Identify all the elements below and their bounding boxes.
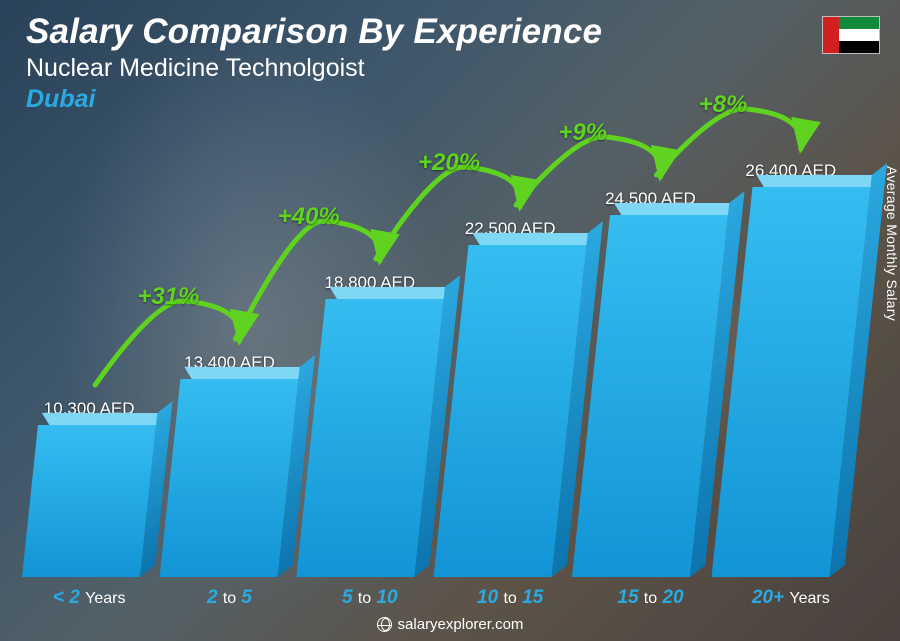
bar (160, 379, 299, 577)
bar (711, 187, 870, 577)
bar-category-label: 2 to 5 (207, 587, 252, 609)
bar (22, 425, 156, 577)
footer: salaryexplorer.com (0, 616, 900, 633)
flag-hoist-red (823, 17, 839, 53)
bar-chart: 10,300 AED< 2 Years13,400 AED2 to 518,80… (30, 140, 850, 577)
increase-percent-label: +8% (699, 91, 748, 119)
increase-percent-label: +9% (558, 119, 607, 147)
bar-category-label: < 2 Years (53, 587, 126, 609)
bar (434, 245, 587, 577)
bar (296, 299, 444, 577)
bar-column: 26,400 AED20+ Years (732, 140, 850, 577)
bar-category-label: 10 to 15 (477, 587, 543, 609)
y-axis-label: Average Monthly Salary (884, 166, 900, 321)
chart-subtitle: Nuclear Medicine Technolgoist (26, 54, 602, 83)
globe-icon (377, 617, 392, 632)
bar (572, 215, 728, 577)
chart-title: Salary Comparison By Experience (26, 12, 602, 52)
footer-text: salaryexplorer.com (398, 616, 524, 633)
bar-category-label: 15 to 20 (617, 587, 683, 609)
increase-percent-label: +40% (278, 203, 340, 231)
increase-percent-label: +31% (137, 283, 199, 311)
bar-column: 13,400 AED2 to 5 (170, 140, 288, 577)
bar-column: 10,300 AED< 2 Years (30, 140, 148, 577)
bar-column: 24,500 AED15 to 20 (591, 140, 709, 577)
increase-percent-label: +20% (418, 149, 480, 177)
chart-location: Dubai (26, 85, 602, 114)
uae-flag-icon (822, 16, 880, 54)
infographic-stage: Salary Comparison By Experience Nuclear … (0, 0, 900, 641)
bar-column: 22,500 AED10 to 15 (451, 140, 569, 577)
bar-category-label: 20+ Years (752, 587, 830, 609)
header-block: Salary Comparison By Experience Nuclear … (26, 12, 602, 114)
bar-category-label: 5 to 10 (342, 587, 398, 609)
